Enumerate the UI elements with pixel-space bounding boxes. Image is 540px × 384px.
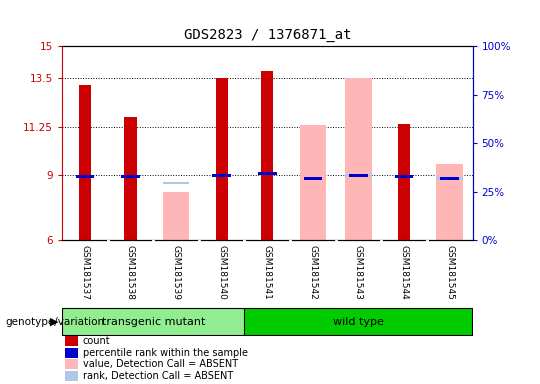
- Text: genotype/variation: genotype/variation: [5, 316, 105, 327]
- Text: GSM181545: GSM181545: [445, 245, 454, 300]
- Bar: [303, 177, 322, 180]
- Text: wild type: wild type: [333, 316, 384, 327]
- Bar: [212, 174, 231, 177]
- Bar: [62, 308, 245, 336]
- Bar: [345, 174, 372, 177]
- Text: ▶: ▶: [50, 316, 58, 327]
- Bar: [163, 182, 190, 184]
- Bar: [441, 177, 459, 180]
- Bar: [349, 174, 368, 177]
- Bar: [398, 124, 410, 240]
- Text: GSM181544: GSM181544: [400, 245, 409, 300]
- Bar: [258, 172, 276, 175]
- Bar: [124, 117, 137, 240]
- Bar: [395, 175, 413, 178]
- Bar: [163, 192, 190, 240]
- Bar: [436, 177, 463, 180]
- Bar: [436, 164, 463, 240]
- Text: transgenic mutant: transgenic mutant: [102, 316, 205, 327]
- Bar: [245, 308, 472, 336]
- Title: GDS2823 / 1376871_at: GDS2823 / 1376871_at: [184, 28, 351, 42]
- Text: count: count: [83, 336, 110, 346]
- Text: rank, Detection Call = ABSENT: rank, Detection Call = ABSENT: [83, 371, 233, 381]
- Bar: [300, 125, 326, 240]
- Text: GSM181537: GSM181537: [80, 245, 90, 300]
- Text: GSM181538: GSM181538: [126, 245, 135, 300]
- Bar: [345, 78, 372, 240]
- Bar: [76, 175, 94, 178]
- Text: GSM181539: GSM181539: [172, 245, 180, 300]
- Text: GSM181543: GSM181543: [354, 245, 363, 300]
- Text: GSM181540: GSM181540: [217, 245, 226, 300]
- Bar: [215, 78, 228, 240]
- Text: percentile rank within the sample: percentile rank within the sample: [83, 348, 248, 358]
- Text: value, Detection Call = ABSENT: value, Detection Call = ABSENT: [83, 359, 238, 369]
- Bar: [79, 85, 91, 240]
- Bar: [261, 71, 273, 240]
- Text: GSM181541: GSM181541: [263, 245, 272, 300]
- Bar: [122, 175, 140, 178]
- Text: GSM181542: GSM181542: [308, 245, 318, 300]
